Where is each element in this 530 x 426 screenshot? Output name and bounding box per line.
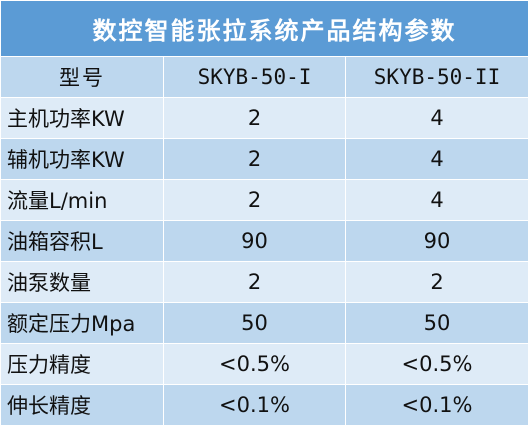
table-row: 伸长精度 <0.1% <0.1% [0, 384, 530, 426]
row-value-1: <0.1% [163, 384, 346, 426]
row-value-2: 50 [344, 302, 530, 344]
row-label: 油泵数量 [0, 261, 164, 303]
row-label: 伸长精度 [0, 384, 164, 426]
row-value-2: 4 [344, 97, 530, 139]
title-row: 数控智能张拉系统产品结构参数 [0, 0, 530, 57]
row-value-1: 2 [163, 97, 346, 139]
header-model-1: SKYB-50-I [163, 56, 346, 98]
row-label: 压力精度 [0, 343, 164, 385]
table-row: 额定压力Mpa 50 50 [0, 302, 530, 344]
header-label: 型号 [0, 56, 164, 98]
row-value-2: <0.1% [344, 384, 530, 426]
table-row: 油泵数量 2 2 [0, 261, 530, 303]
table-row: 压力精度 <0.5% <0.5% [0, 343, 530, 385]
row-label: 辅机功率KW [0, 138, 164, 180]
row-value-1: 2 [163, 261, 346, 303]
table-row: 流量L/min 2 4 [0, 179, 530, 221]
row-label: 流量L/min [0, 179, 164, 221]
row-value-2: 4 [344, 179, 530, 221]
row-value-1: <0.5% [163, 343, 346, 385]
row-value-2: 90 [344, 220, 530, 262]
row-value-1: 50 [163, 302, 346, 344]
row-label: 额定压力Mpa [0, 302, 164, 344]
table-title: 数控智能张拉系统产品结构参数 [0, 0, 530, 57]
row-label: 主机功率KW [0, 97, 164, 139]
header-model-2: SKYB-50-II [344, 56, 530, 98]
header-row: 型号 SKYB-50-I SKYB-50-II [0, 56, 530, 98]
row-value-1: 2 [163, 179, 346, 221]
row-value-2: 2 [344, 261, 530, 303]
table-row: 油箱容积L 90 90 [0, 220, 530, 262]
row-value-2: <0.5% [344, 343, 530, 385]
row-value-1: 90 [163, 220, 346, 262]
table-row: 辅机功率KW 2 4 [0, 138, 530, 180]
table-row: 主机功率KW 2 4 [0, 97, 530, 139]
row-value-2: 4 [344, 138, 530, 180]
row-label: 油箱容积L [0, 220, 164, 262]
row-value-1: 2 [163, 138, 346, 180]
